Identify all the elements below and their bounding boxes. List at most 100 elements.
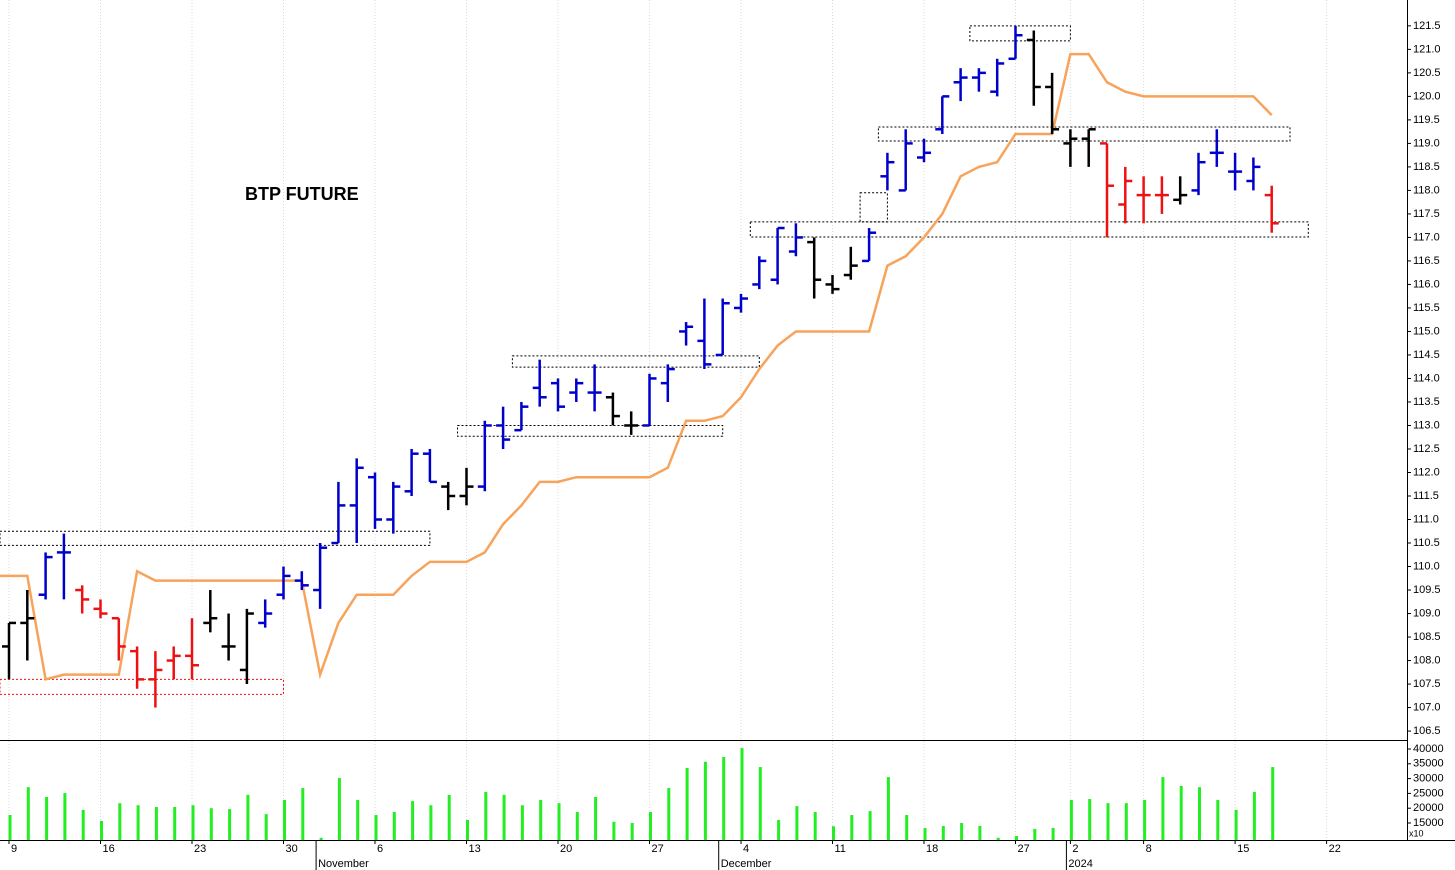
volume-bar <box>1161 777 1165 840</box>
x-tick-label: 18 <box>926 843 938 855</box>
y-tick-label: 118.0 <box>1413 184 1440 196</box>
x-tick-label: 23 <box>194 843 206 855</box>
volume-bar <box>667 788 671 840</box>
volume-bar <box>1015 836 1018 840</box>
x-tick-label: 27 <box>1018 843 1030 855</box>
volume-y-tick-label: 30000 <box>1413 773 1444 785</box>
volume-bar <box>557 803 561 840</box>
volume-bar <box>337 778 341 840</box>
volume-bar <box>191 805 195 840</box>
volume-bar <box>960 822 964 840</box>
y-tick-label: 120.5 <box>1413 67 1441 79</box>
volume-bar <box>356 799 360 840</box>
volume-bar <box>392 812 396 840</box>
volume-y-tick-label: 35000 <box>1413 758 1444 770</box>
volume-bar <box>1234 809 1238 840</box>
x-tick-label: 9 <box>11 843 17 855</box>
y-tick-label: 112.0 <box>1413 466 1440 478</box>
volume-bar <box>923 828 927 840</box>
volume-bar <box>228 809 232 840</box>
y-tick-label: 110.0 <box>1413 560 1440 572</box>
zone <box>457 424 724 437</box>
volume-bar <box>264 814 268 840</box>
volume-bar <box>886 777 890 840</box>
y-tick-label: 110.5 <box>1413 537 1440 549</box>
volume-bar <box>1088 799 1092 840</box>
volume-bar <box>484 791 488 840</box>
y-tick-label: 113.0 <box>1413 419 1440 431</box>
volume-bar <box>1252 791 1256 840</box>
volume-bar <box>868 811 872 840</box>
x-tick-label: 6 <box>377 843 383 855</box>
overlay-line <box>0 52 1273 681</box>
volume-bar <box>173 807 177 840</box>
volume-bar <box>1143 799 1147 840</box>
volume-bar <box>447 794 451 840</box>
volume-bar <box>758 767 762 840</box>
volume-bar <box>539 799 543 840</box>
x-tick-label: 16 <box>103 843 115 855</box>
volume-bar <box>740 748 744 840</box>
zone <box>859 192 888 223</box>
volume-y-tick-label: 15000 <box>1413 817 1444 829</box>
volume-bar <box>26 787 30 840</box>
x-tick-label: 30 <box>286 843 298 855</box>
y-tick-label: 111.5 <box>1413 490 1439 502</box>
volume-bar <box>319 837 323 840</box>
chart-title: BTP FUTURE <box>245 184 359 204</box>
y-tick-label: 118.5 <box>1413 161 1440 173</box>
y-tick-label: 115.5 <box>1413 302 1440 314</box>
volume-bar <box>978 825 982 840</box>
y-tick-label: 116.5 <box>1413 255 1440 267</box>
y-tick-label: 119.5 <box>1413 114 1440 126</box>
zone <box>0 530 431 546</box>
zone <box>877 126 1291 142</box>
volume-bar <box>374 815 378 840</box>
volume-bar <box>466 820 469 840</box>
volume-bar <box>630 822 634 840</box>
volume-bar <box>1216 799 1220 840</box>
volume-bar <box>45 796 49 840</box>
x-tick-label: 20 <box>560 843 572 855</box>
x-tick-label: 15 <box>1237 843 1249 855</box>
volume-bar <box>118 803 122 840</box>
volume-bar <box>520 805 524 840</box>
month-label: December <box>721 858 772 870</box>
volume-bar <box>1106 803 1110 840</box>
y-tick-label: 108.0 <box>1413 654 1441 666</box>
y-tick-label: 106.5 <box>1413 725 1441 737</box>
y-tick-label: 114.0 <box>1413 372 1440 384</box>
zone <box>969 25 1071 42</box>
volume-bar <box>722 756 726 840</box>
volume-bar <box>813 812 817 840</box>
volume-bar <box>594 796 598 840</box>
y-tick-label: 111.0 <box>1413 513 1439 525</box>
volume-bar <box>154 807 158 840</box>
volume-unit-label: x10 <box>1409 828 1424 838</box>
volume-bar <box>283 799 286 840</box>
volume-bar <box>209 808 213 840</box>
volume-y-tick-label: 25000 <box>1413 787 1444 799</box>
volume-bar <box>905 815 909 840</box>
volume-bar <box>429 805 433 840</box>
volume-bar <box>81 809 85 840</box>
y-tick-label: 107.0 <box>1413 701 1441 713</box>
volume-bar <box>612 821 616 840</box>
volume-y-tick-label: 40000 <box>1413 743 1444 755</box>
volume-bar <box>777 820 781 840</box>
volume-bar <box>795 806 799 840</box>
x-tick-label: 11 <box>835 843 846 855</box>
volume-bar <box>1051 828 1055 840</box>
volume-y-tick-label: 20000 <box>1413 802 1444 814</box>
y-tick-label: 121.0 <box>1413 43 1441 55</box>
volume-bar <box>100 820 103 840</box>
y-tick-label: 119.0 <box>1413 137 1440 149</box>
volume-bar <box>575 812 579 840</box>
volume-bar <box>941 825 945 840</box>
volume-bar <box>996 837 1000 840</box>
y-tick-label: 117.5 <box>1413 208 1440 220</box>
y-tick-label: 113.5 <box>1413 396 1440 408</box>
